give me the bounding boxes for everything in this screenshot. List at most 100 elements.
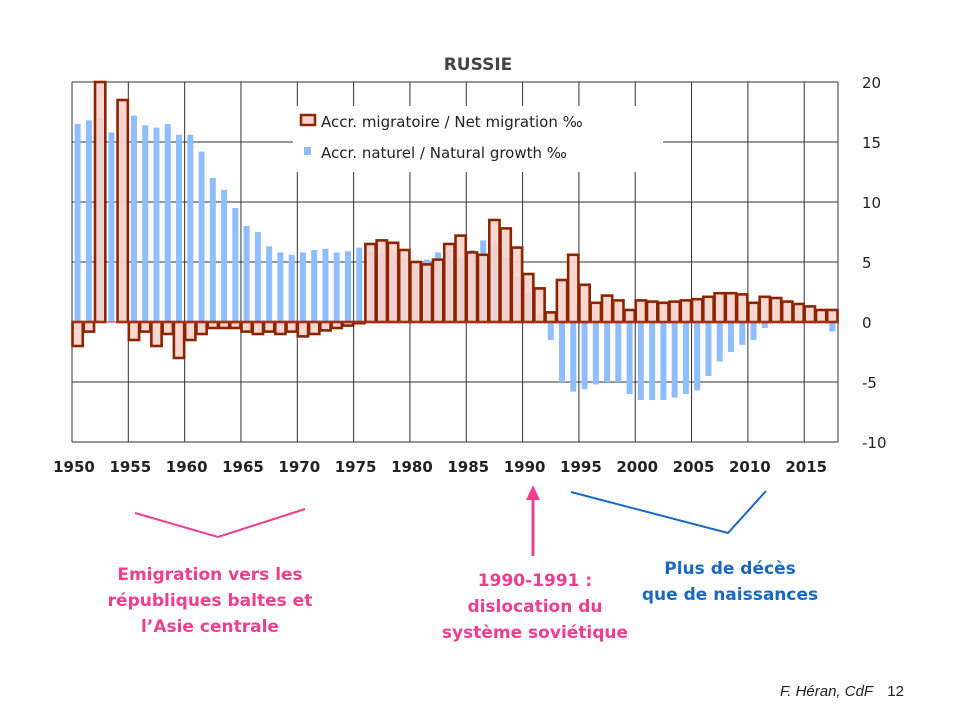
annotation-line: 1990-1991 : bbox=[477, 571, 593, 591]
natural-growth-bar bbox=[209, 178, 216, 322]
page-number: 12 bbox=[887, 683, 904, 700]
dislocation-arrow-head bbox=[526, 485, 540, 500]
net-migration-bar bbox=[510, 246, 524, 324]
natural-growth-bar bbox=[164, 124, 171, 322]
x-tick-label: 2010 bbox=[729, 458, 771, 476]
net-migration-bar bbox=[262, 320, 276, 333]
y-tick-label: -10 bbox=[862, 434, 887, 452]
net-migration-bar bbox=[623, 308, 637, 324]
net-migration-bar bbox=[611, 299, 625, 324]
net-migration-bar bbox=[409, 260, 423, 324]
annotation-lines bbox=[134, 485, 767, 556]
net-migration-bar bbox=[341, 320, 355, 327]
y-tick-label: -5 bbox=[862, 374, 877, 392]
net-migration-bar bbox=[206, 320, 220, 330]
natural-growth-bar bbox=[333, 252, 340, 322]
y-tick-label: 0 bbox=[862, 314, 872, 332]
net-migration-bar bbox=[566, 253, 580, 324]
natural-growth-bar bbox=[266, 246, 273, 322]
y-tick-label: 20 bbox=[862, 74, 881, 92]
net-migration-bar bbox=[296, 320, 310, 338]
natural-growth-bar bbox=[74, 124, 81, 322]
annotation-line: que de naissances bbox=[641, 585, 819, 605]
net-migration-bar bbox=[656, 301, 670, 324]
natural-growth-bar bbox=[547, 322, 554, 340]
net-migration-bar bbox=[71, 320, 85, 348]
x-tick-label: 1975 bbox=[335, 458, 377, 476]
net-migration-bar bbox=[127, 320, 141, 342]
deces-bracket bbox=[570, 490, 767, 535]
net-migration-bar bbox=[555, 278, 569, 324]
x-tick-label: 1965 bbox=[222, 458, 264, 476]
net-migration-bar bbox=[465, 251, 479, 324]
net-migration-bar bbox=[364, 242, 377, 324]
net-migration-bar bbox=[93, 80, 107, 324]
natural-growth-bar bbox=[592, 322, 599, 385]
net-migration-bar bbox=[397, 248, 411, 324]
natural-growth-bar bbox=[311, 250, 318, 322]
net-migration-bar bbox=[724, 291, 738, 324]
x-tick-label: 1960 bbox=[166, 458, 208, 476]
natural-growth-bar bbox=[344, 251, 351, 322]
net-migration-bar bbox=[578, 283, 591, 324]
net-migration-bar bbox=[172, 320, 186, 360]
legend-migration-label: Accr. migratoire / Net migration ‰ bbox=[321, 113, 583, 131]
chart-title: RUSSIE bbox=[444, 55, 513, 75]
net-migration-bar bbox=[521, 272, 535, 324]
x-tick-label: 1995 bbox=[560, 458, 602, 476]
x-tick-label: 1990 bbox=[504, 458, 546, 476]
net-migration-bar bbox=[803, 305, 817, 324]
natural-growth-bar bbox=[85, 120, 92, 323]
net-migration-bar bbox=[161, 320, 175, 336]
annotation-line: système soviétique bbox=[441, 623, 629, 643]
net-migration-bar bbox=[386, 241, 400, 324]
net-migration-bar bbox=[307, 320, 321, 336]
annotation-line: dislocation du bbox=[467, 597, 603, 617]
natural-growth-bar bbox=[288, 254, 295, 322]
natural-growth-bar bbox=[153, 127, 160, 322]
legend-natural-label: Accr. naturel / Natural growth ‰ bbox=[321, 144, 567, 162]
natural-growth-bar bbox=[176, 134, 183, 322]
net-migration-bar bbox=[589, 301, 603, 324]
net-migration-bar bbox=[431, 258, 445, 324]
net-migration-bar bbox=[769, 296, 783, 324]
credit-author: F. Héran, CdF bbox=[780, 683, 874, 700]
natural-growth-bar bbox=[604, 322, 611, 382]
natural-growth-bar bbox=[727, 322, 734, 352]
net-migration-bar bbox=[420, 263, 434, 324]
net-migration-bar bbox=[476, 253, 490, 324]
natural-growth-bar bbox=[660, 322, 667, 400]
x-tick-label: 2015 bbox=[785, 458, 827, 476]
natural-growth-bar bbox=[277, 252, 284, 322]
natural-growth-bar bbox=[750, 322, 757, 340]
net-migration-bar bbox=[273, 320, 287, 336]
x-tick-label: 1955 bbox=[109, 458, 151, 476]
net-migration-bar bbox=[82, 320, 96, 333]
net-migration-bar bbox=[195, 320, 208, 336]
annotation-line: Plus de décès bbox=[664, 559, 796, 579]
y-tick-label: 15 bbox=[862, 134, 881, 152]
net-migration-bar bbox=[747, 301, 760, 324]
y-tick-label: 5 bbox=[862, 254, 872, 272]
natural-growth-bar bbox=[322, 248, 329, 322]
natural-growth-bar bbox=[637, 322, 644, 400]
legend: Accr. migratoire / Net migration ‰ Accr.… bbox=[293, 106, 663, 172]
net-migration-bar bbox=[442, 242, 456, 324]
net-migration-bar bbox=[690, 297, 704, 324]
legend-natural-swatch bbox=[304, 147, 311, 155]
x-tick-label: 1985 bbox=[447, 458, 489, 476]
net-migration-bar bbox=[679, 299, 693, 324]
x-tick-label: 2000 bbox=[616, 458, 658, 476]
natural-growth-bar bbox=[671, 322, 678, 398]
emigration-annotation: Emigration vers les républiques baltes e… bbox=[90, 562, 330, 640]
natural-growth-bar bbox=[739, 322, 746, 345]
net-migration-bar bbox=[499, 227, 513, 324]
net-migration-bar bbox=[217, 320, 231, 330]
x-tick-label: 1950 bbox=[53, 458, 95, 476]
net-migration-bar bbox=[330, 320, 344, 330]
net-migration-bar bbox=[825, 308, 839, 324]
net-migration-bar bbox=[138, 320, 152, 333]
net-migration-bar bbox=[251, 320, 265, 336]
net-migration-bar bbox=[645, 300, 659, 324]
